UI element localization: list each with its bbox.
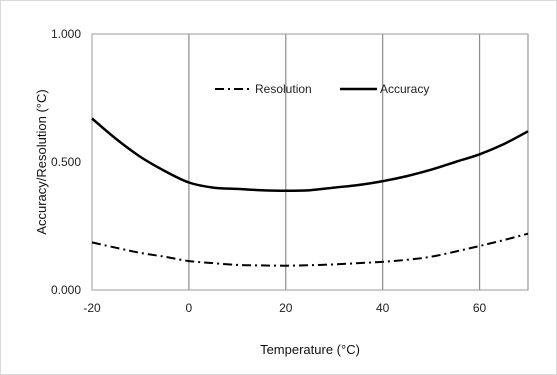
x-tick-label: -20 (83, 301, 101, 315)
legend: Resolution Accuracy (215, 82, 429, 96)
x-tick-label: 40 (376, 301, 390, 315)
y-tick-label: 1.000 (51, 27, 81, 41)
y-tick-label: 0.000 (51, 283, 81, 297)
x-tick-label: 0 (186, 301, 193, 315)
series-line-resolution (91, 232, 529, 267)
x-axis-title: Temperature (°C) (260, 342, 360, 357)
y-tick-label: 0.500 (51, 155, 81, 169)
series-layer (91, 117, 529, 267)
x-tick-label: 60 (473, 301, 487, 315)
plot-area (91, 33, 529, 291)
legend-label-accuracy: Accuracy (380, 82, 429, 96)
y-axis-title: Accuracy/Resolution (°C) (34, 89, 49, 234)
x-tick-label: 20 (279, 301, 293, 315)
grid-layer (188, 34, 529, 290)
series-line-accuracy (91, 117, 529, 192)
legend-label-resolution: Resolution (255, 82, 312, 96)
tick-labels: -20 0 20 40 60 0.000 0.500 1.000 (51, 27, 487, 315)
